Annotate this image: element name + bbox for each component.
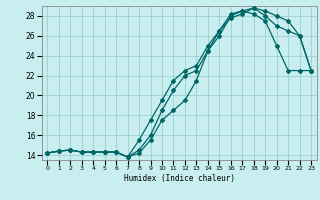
X-axis label: Humidex (Indice chaleur): Humidex (Indice chaleur) xyxy=(124,174,235,183)
